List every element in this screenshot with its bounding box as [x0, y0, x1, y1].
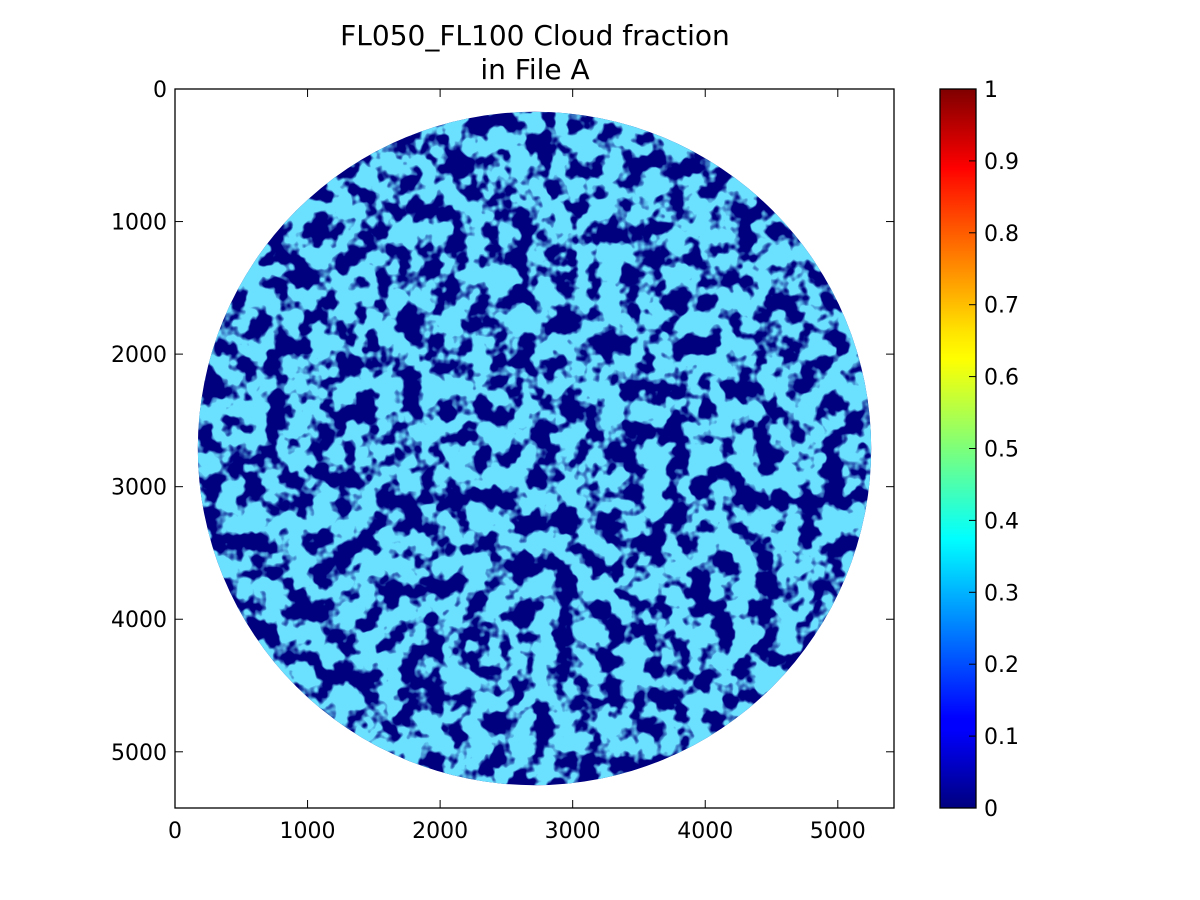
cloud-texture — [197, 111, 872, 786]
y-tick-label: 3000 — [111, 476, 167, 501]
x-tick-label: 2000 — [412, 819, 468, 844]
chart-title: FL050_FL100 Cloud fraction — [340, 19, 730, 52]
colorbar-tick-label: 0.8 — [984, 222, 1019, 247]
y-tick-label: 4000 — [111, 608, 167, 633]
colorbar-tick-label: 0 — [984, 797, 998, 822]
chart-subtitle: in File A — [480, 53, 589, 86]
x-tick-label: 0 — [168, 819, 182, 844]
colorbar-tick-label: 0.6 — [984, 366, 1019, 391]
colorbar-tick-label: 0.7 — [984, 294, 1019, 319]
x-tick-label: 1000 — [280, 819, 336, 844]
cloud-fraction-disk — [197, 111, 872, 786]
colorbar-tick-label: 0.1 — [984, 725, 1019, 750]
y-axis: 0 1000 2000 3000 4000 5000 — [111, 78, 894, 766]
x-axis: 0 1000 2000 3000 4000 5000 — [168, 89, 866, 844]
x-tick-label: 5000 — [810, 819, 866, 844]
x-tick-label: 4000 — [677, 819, 733, 844]
y-tick-label: 5000 — [111, 741, 167, 766]
y-tick-label: 2000 — [111, 343, 167, 368]
colorbar-tick-label: 0.9 — [984, 150, 1019, 175]
colorbar-tick-label: 0.4 — [984, 509, 1019, 534]
colorbar-tick-label: 0.5 — [984, 438, 1019, 463]
x-tick-label: 3000 — [545, 819, 601, 844]
colorbar-tick-label: 0.3 — [984, 581, 1019, 606]
colorbar-tick-label: 0.2 — [984, 653, 1019, 678]
colorbar-ticks: 0 0.1 0.2 0.3 0.4 0.5 0.6 0.7 0.8 0.9 1 — [969, 78, 1019, 822]
plot-area — [174, 88, 895, 809]
y-tick-label: 0 — [153, 78, 167, 103]
y-tick-label: 1000 — [111, 211, 167, 236]
colorbar-tick-label: 1 — [984, 78, 998, 103]
